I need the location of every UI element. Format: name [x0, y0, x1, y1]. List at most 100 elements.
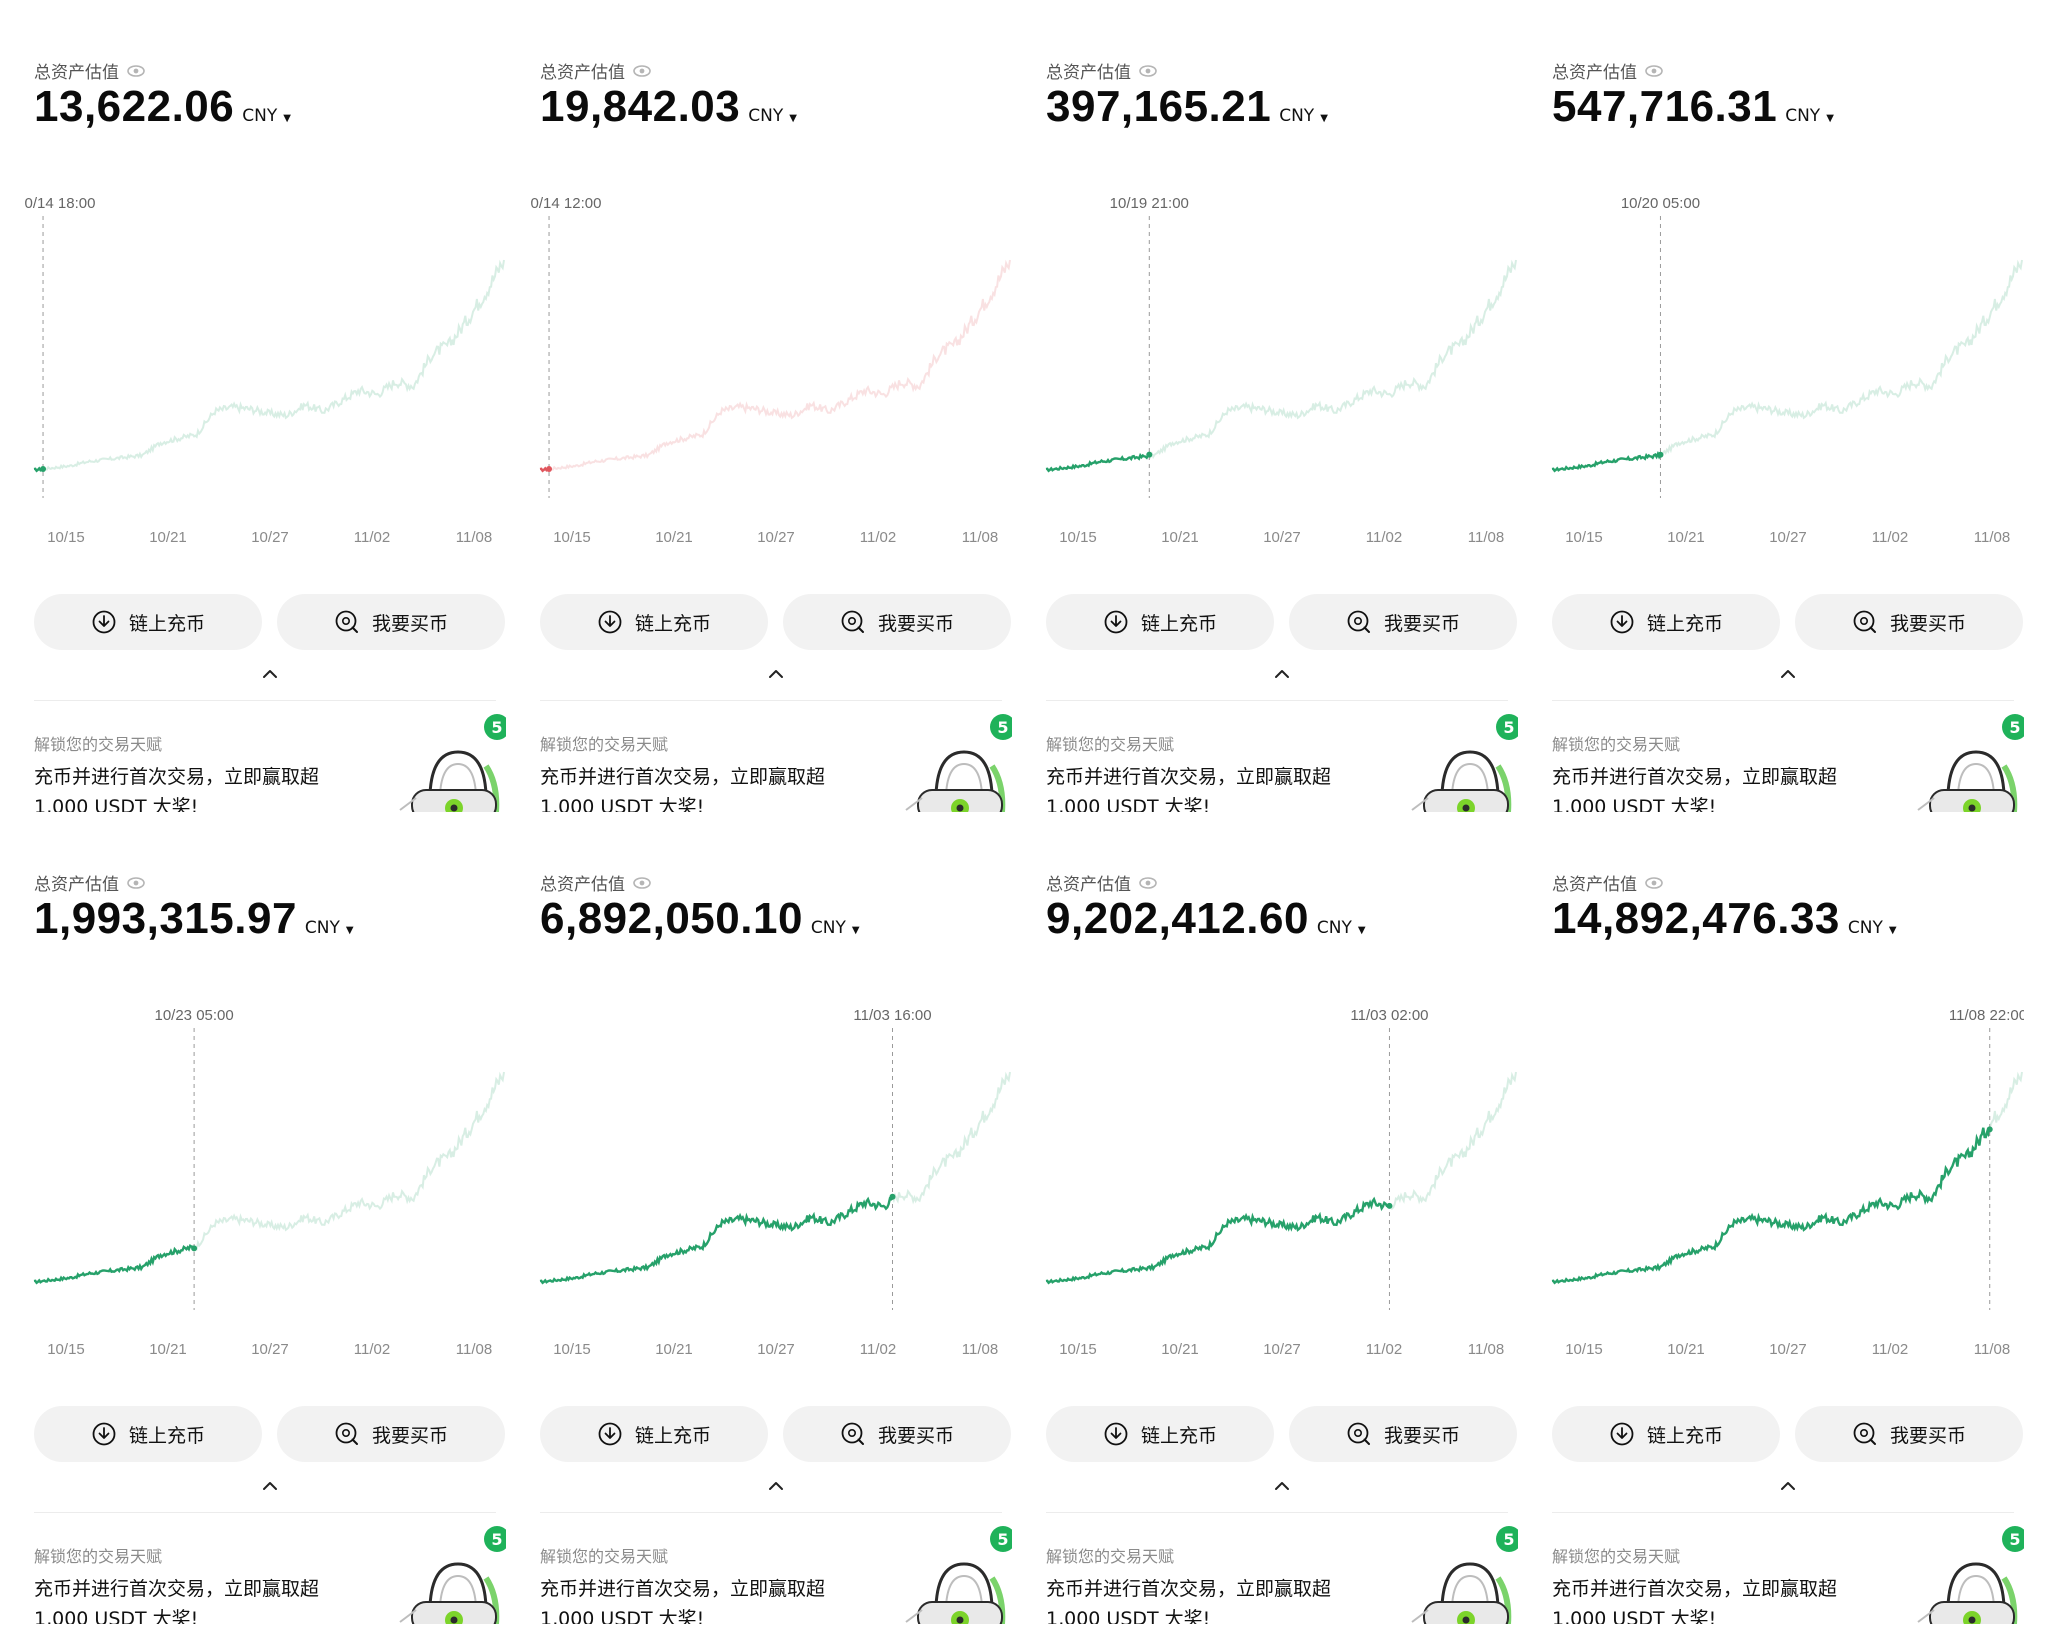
promo-text-line2: 1,000 USDT 大奖!: [1552, 1608, 1717, 1624]
deposit-button[interactable]: 链上充币: [34, 1406, 262, 1462]
download-arrow-icon: [92, 610, 116, 634]
chevron-up-icon[interactable]: [1274, 1480, 1290, 1492]
x-tick-label: 10/21: [1161, 1341, 1199, 1358]
x-tick-label: 11/08: [1974, 1341, 2010, 1358]
lock-illustration-icon: [399, 1562, 500, 1624]
balance-value: 1,993,315.97: [34, 894, 297, 943]
eye-icon[interactable]: [1645, 876, 1663, 889]
buy-button[interactable]: 我要买币: [277, 1406, 505, 1462]
asset-label: 总资产估值: [34, 870, 145, 895]
currency-selector[interactable]: CNY: [304, 918, 340, 938]
asset-chart[interactable]: 11/08 22:00 10/15 10/21 10/27 11/02 11/08: [1518, 992, 2024, 1372]
asset-label-text: 总资产估值: [540, 63, 625, 83]
deposit-button[interactable]: 链上充币: [34, 594, 262, 650]
deposit-button[interactable]: 链上充币: [540, 1406, 768, 1462]
caret-down-icon[interactable]: ▼: [1357, 925, 1366, 936]
promo-title: 解锁您的交易天赋: [540, 1547, 669, 1566]
asset-chart[interactable]: 0/14 18:00 10/15 10/21 10/27 11/02 11/08: [0, 180, 506, 560]
chevron-up-icon[interactable]: [262, 668, 278, 680]
asset-panel-1: 总资产估值 13,622.06 CNY ▼ 0/14 18:00 10/15 10/…: [0, 0, 506, 812]
x-tick-label: 11/08: [962, 1341, 998, 1358]
balance-value: 397,165.21: [1046, 82, 1272, 131]
eye-icon[interactable]: [633, 64, 651, 77]
buy-button[interactable]: 我要买币: [1289, 1406, 1517, 1462]
currency-selector[interactable]: CNY: [1785, 106, 1821, 126]
x-tick-label: 10/15: [1059, 529, 1097, 546]
asset-chart[interactable]: 11/03 02:00 10/15 10/21 10/27 11/02 11/08: [1012, 992, 1518, 1372]
chevron-up-icon[interactable]: [262, 1480, 278, 1492]
x-tick-label: 11/02: [1366, 1341, 1402, 1358]
x-tick-label: 10/27: [251, 1341, 289, 1358]
currency-selector[interactable]: CNY: [810, 918, 846, 938]
currency-selector[interactable]: CNY: [748, 106, 784, 126]
x-tick-label: 10/27: [1769, 529, 1807, 546]
hover-time-label: 11/08 22:00: [1949, 1007, 2024, 1024]
buy-button[interactable]: 我要买币: [277, 594, 505, 650]
lock-illustration-icon: [399, 750, 500, 812]
buy-button[interactable]: 我要买币: [1795, 1406, 2023, 1462]
x-tick-label: 10/15: [1565, 1341, 1603, 1358]
x-tick-label: 11/02: [860, 1341, 896, 1358]
eye-icon[interactable]: [127, 876, 145, 889]
promo-title: 解锁您的交易天赋: [540, 735, 669, 754]
balance-value: 13,622.06: [34, 82, 235, 131]
chevron-up-icon[interactable]: [1780, 668, 1796, 680]
eye-icon[interactable]: [127, 64, 145, 77]
series-line-future: [1988, 1071, 2023, 1130]
deposit-label: 链上充币: [128, 612, 205, 635]
asset-label: 总资产估值: [1046, 58, 1157, 83]
asset-chart[interactable]: 0/14 12:00 10/15 10/21 10/27 11/02 11/08: [506, 180, 1012, 560]
currency-selector[interactable]: CNY: [242, 106, 278, 126]
deposit-button[interactable]: 链上充币: [540, 594, 768, 650]
buy-button[interactable]: 我要买币: [1795, 594, 2023, 650]
buy-button[interactable]: 我要买币: [783, 1406, 1011, 1462]
balance-row: 547,716.31 CNY ▼: [1552, 82, 1834, 132]
deposit-button[interactable]: 链上充币: [1552, 594, 1780, 650]
buy-button[interactable]: 我要买币: [1289, 594, 1517, 650]
eye-icon[interactable]: [1645, 64, 1663, 77]
asset-chart[interactable]: 10/19 21:00 10/15 10/21 10/27 11/02 11/08: [1012, 180, 1518, 560]
x-tick-label: 10/15: [553, 1341, 591, 1358]
currency-selector[interactable]: CNY: [1847, 918, 1883, 938]
eye-icon[interactable]: [633, 876, 651, 889]
notification-badge: 5: [1496, 714, 1518, 740]
eye-icon[interactable]: [1139, 876, 1157, 889]
chevron-up-icon[interactable]: [1780, 1480, 1796, 1492]
balance-row: 9,202,412.60 CNY ▼: [1046, 894, 1366, 944]
x-tick-label: 11/02: [1872, 529, 1908, 546]
x-tick-label: 11/08: [456, 1341, 492, 1358]
series-line-future: [891, 1071, 1011, 1205]
x-tick-label: 10/21: [655, 529, 693, 546]
balance-row: 1,993,315.97 CNY ▼: [34, 894, 354, 944]
promo-title: 解锁您的交易天赋: [1552, 735, 1681, 754]
eye-icon[interactable]: [1139, 64, 1157, 77]
caret-down-icon[interactable]: ▼: [345, 925, 354, 936]
currency-selector[interactable]: CNY: [1316, 918, 1352, 938]
x-tick-label: 10/15: [1059, 1341, 1097, 1358]
asset-chart[interactable]: 10/20 05:00 10/15 10/21 10/27 11/02 11/08: [1518, 180, 2024, 560]
currency-selector[interactable]: CNY: [1279, 106, 1315, 126]
caret-down-icon[interactable]: ▼: [1320, 113, 1328, 124]
caret-down-icon[interactable]: ▼: [851, 925, 860, 936]
deposit-button[interactable]: 链上充币: [1046, 594, 1274, 650]
hover-point: [191, 1245, 198, 1252]
caret-down-icon[interactable]: ▼: [1826, 113, 1834, 124]
asset-chart[interactable]: 11/03 16:00 10/15 10/21 10/27 11/02 11/08: [506, 992, 1012, 1372]
caret-down-icon[interactable]: ▼: [1888, 925, 1897, 936]
search-coin-icon: [841, 1422, 864, 1445]
chevron-up-icon[interactable]: [768, 1480, 784, 1492]
caret-down-icon[interactable]: ▼: [283, 113, 291, 124]
chevron-up-icon[interactable]: [1274, 668, 1290, 680]
deposit-button[interactable]: 链上充币: [1046, 1406, 1274, 1462]
lock-illustration-icon: [1917, 750, 2018, 812]
asset-chart[interactable]: 10/23 05:00 10/15 10/21 10/27 11/02 11/08: [0, 992, 506, 1372]
divider: [1552, 700, 2014, 701]
caret-down-icon[interactable]: ▼: [789, 113, 797, 124]
deposit-button[interactable]: 链上充币: [1552, 1406, 1780, 1462]
search-coin-icon: [1347, 1422, 1370, 1445]
buy-label: 我要买币: [877, 612, 954, 635]
balance-value: 19,842.03: [540, 82, 741, 131]
chevron-up-icon[interactable]: [768, 668, 784, 680]
buy-button[interactable]: 我要买币: [783, 594, 1011, 650]
balance-value: 6,892,050.10: [540, 894, 803, 943]
